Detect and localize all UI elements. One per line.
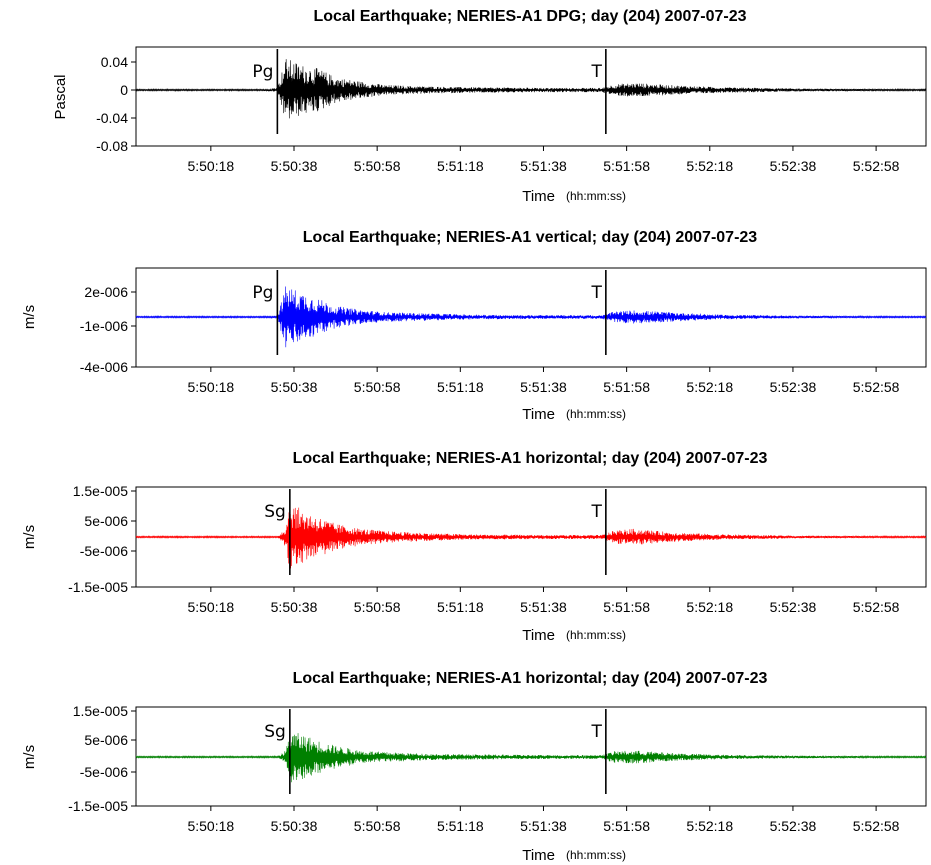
panel-horizontal-2: Local Earthquake; NERIES-A1 horizontal; … [21, 670, 927, 864]
panel-title: Local Earthquake; NERIES-A1 DPG; day (20… [313, 8, 746, 25]
x-tick-label: 5:50:18 [187, 158, 234, 174]
x-axis-label: Time [522, 188, 555, 205]
x-axis-unit: (hh:mm:ss) [566, 628, 626, 642]
waveform-series [135, 733, 927, 783]
x-tick-label: 5:50:18 [187, 818, 234, 834]
x-tick-label: 5:50:38 [271, 379, 318, 395]
panel-vertical: Local Earthquake; NERIES-A1 vertical; da… [21, 229, 927, 423]
y-tick-label: -0.04 [96, 110, 128, 126]
x-tick-label: 5:50:38 [271, 818, 318, 834]
panel-title: Local Earthquake; NERIES-A1 vertical; da… [303, 229, 758, 246]
x-tick-label: 5:51:18 [437, 599, 484, 615]
y-tick-label: -1.5e-005 [68, 579, 128, 595]
x-tick-label: 5:52:58 [853, 818, 900, 834]
x-tick-label: 5:51:38 [520, 599, 567, 615]
waveform-series [135, 59, 927, 119]
y-tick-label: 1.5e-005 [73, 483, 128, 499]
x-tick-label: 5:52:58 [853, 158, 900, 174]
y-tick-label: 2e-006 [84, 284, 128, 300]
x-tick-label: 5:52:18 [686, 818, 733, 834]
waveform-series [135, 286, 927, 348]
panel-dpg: Local Earthquake; NERIES-A1 DPG; day (20… [52, 8, 927, 205]
x-tick-label: 5:50:58 [354, 818, 401, 834]
x-axis-label: Time [522, 847, 555, 864]
x-tick-label: 5:51:58 [603, 599, 650, 615]
x-tick-label: 5:51:38 [520, 379, 567, 395]
x-tick-label: 5:51:18 [437, 818, 484, 834]
x-tick-label: 5:51:18 [437, 158, 484, 174]
waveform-series [135, 507, 927, 569]
x-tick-label: 5:51:38 [520, 158, 567, 174]
waveform-trace [135, 286, 927, 348]
waveform-trace [135, 507, 927, 569]
x-tick-label: 5:52:18 [686, 158, 733, 174]
x-axis-unit: (hh:mm:ss) [566, 848, 626, 862]
x-tick-label: 5:52:38 [770, 818, 817, 834]
x-tick-label: 5:51:18 [437, 379, 484, 395]
y-tick-label: -1e-006 [80, 318, 128, 334]
x-tick-label: 5:52:18 [686, 379, 733, 395]
y-tick-label: 0 [120, 82, 128, 98]
y-axis-label: m/s [21, 305, 38, 329]
phase-label: T [590, 502, 602, 522]
y-tick-label: -4e-006 [80, 359, 128, 375]
y-tick-label: -5e-006 [80, 543, 128, 559]
waveform-trace [135, 733, 927, 783]
x-axis-label: Time [522, 406, 555, 423]
phase-label: Pg [252, 283, 273, 303]
y-tick-label: 1.5e-005 [73, 703, 128, 719]
x-tick-label: 5:52:38 [770, 599, 817, 615]
x-tick-label: 5:50:38 [271, 599, 318, 615]
x-axis-unit: (hh:mm:ss) [566, 407, 626, 421]
x-tick-label: 5:52:38 [770, 379, 817, 395]
panel-title: Local Earthquake; NERIES-A1 horizontal; … [293, 450, 768, 467]
x-tick-label: 5:51:38 [520, 818, 567, 834]
phase-label: Sg [264, 722, 286, 742]
y-tick-label: -0.08 [96, 138, 128, 154]
y-axis-label: m/s [21, 525, 38, 549]
x-tick-label: 5:52:58 [853, 599, 900, 615]
x-tick-label: 5:50:18 [187, 599, 234, 615]
y-axis-label: m/s [21, 745, 38, 769]
y-tick-label: 0.04 [101, 54, 128, 70]
phase-label: T [590, 722, 602, 742]
x-tick-label: 5:50:38 [271, 158, 318, 174]
x-tick-label: 5:52:38 [770, 158, 817, 174]
phase-label: Sg [264, 502, 286, 522]
y-tick-label: -5e-006 [80, 764, 128, 780]
x-tick-label: 5:50:58 [354, 158, 401, 174]
phase-label: Pg [252, 62, 273, 82]
x-tick-label: 5:52:18 [686, 599, 733, 615]
waveform-trace [135, 59, 927, 119]
y-axis-label: Pascal [52, 74, 69, 119]
x-tick-label: 5:50:58 [354, 599, 401, 615]
y-tick-label: 5e-006 [84, 513, 128, 529]
phase-label: T [590, 62, 602, 82]
y-tick-label: -1.5e-005 [68, 798, 128, 814]
x-tick-label: 5:50:58 [354, 379, 401, 395]
y-tick-label: 5e-006 [84, 732, 128, 748]
x-axis-label: Time [522, 627, 555, 644]
x-tick-label: 5:50:18 [187, 379, 234, 395]
panel-horizontal-1: Local Earthquake; NERIES-A1 horizontal; … [21, 450, 927, 644]
x-tick-label: 5:51:58 [603, 379, 650, 395]
x-tick-label: 5:51:58 [603, 158, 650, 174]
panel-title: Local Earthquake; NERIES-A1 horizontal; … [293, 670, 768, 687]
x-tick-label: 5:51:58 [603, 818, 650, 834]
plot-area [135, 46, 927, 147]
phase-label: T [590, 283, 602, 303]
x-axis-unit: (hh:mm:ss) [566, 189, 626, 203]
x-tick-label: 5:52:58 [853, 379, 900, 395]
